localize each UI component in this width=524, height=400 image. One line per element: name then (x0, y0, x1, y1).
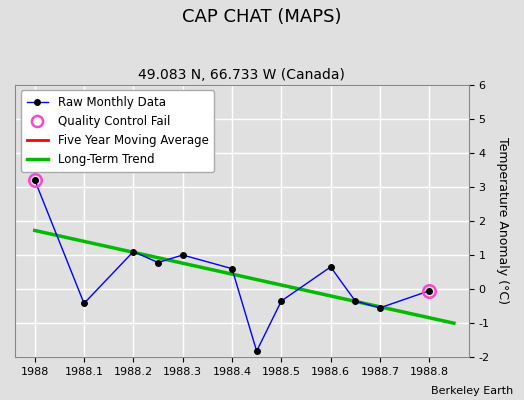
Title: 49.083 N, 66.733 W (Canada): 49.083 N, 66.733 W (Canada) (138, 68, 345, 82)
Text: Berkeley Earth: Berkeley Earth (431, 386, 514, 396)
Y-axis label: Temperature Anomaly (°C): Temperature Anomaly (°C) (496, 138, 509, 304)
Text: CAP CHAT (MAPS): CAP CHAT (MAPS) (182, 8, 342, 26)
Legend: Raw Monthly Data, Quality Control Fail, Five Year Moving Average, Long-Term Tren: Raw Monthly Data, Quality Control Fail, … (21, 90, 214, 172)
